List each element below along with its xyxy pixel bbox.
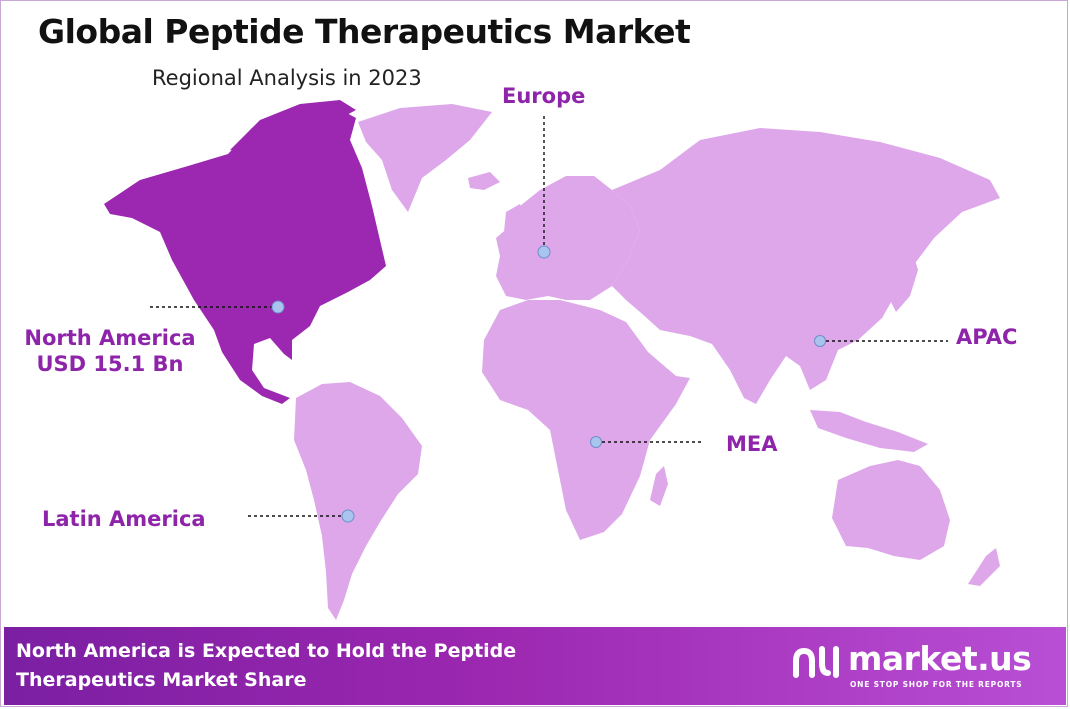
footer-line-1: North America is Expected to Hold the Pe… (16, 640, 517, 662)
new-zealand-shape (968, 548, 1000, 586)
north-america-shape (104, 104, 386, 404)
north-america-label: North America USD 15.1 Bn (16, 325, 204, 378)
page-subtitle: Regional Analysis in 2023 (152, 66, 422, 90)
brand-block: market.us ONE STOP SHOP FOR THE REPORTS (790, 639, 1060, 697)
europe-shape (496, 176, 640, 300)
arctic-islands-shape (230, 100, 356, 150)
na-marker (271, 300, 285, 314)
australia-shape (832, 460, 950, 560)
iceland-shape (468, 172, 500, 190)
asia-shape (612, 128, 1000, 404)
footer-text: North America is Expected to Hold the Pe… (16, 637, 516, 695)
north-america-name: North America (24, 326, 196, 350)
europe-marker (537, 245, 551, 259)
footer-line-2: Therapeutics Market Share (16, 669, 307, 691)
madagascar-shape (650, 466, 668, 506)
footer-banner: North America is Expected to Hold the Pe… (4, 627, 1066, 705)
latin-america-label: Latin America (42, 507, 206, 531)
page-title: Global Peptide Therapeutics Market (38, 12, 691, 51)
brand-tagline: ONE STOP SHOP FOR THE REPORTS (850, 680, 1023, 689)
mea-label: MEA (726, 432, 778, 456)
japan-shape (890, 250, 918, 312)
mea-marker (590, 436, 602, 448)
brand-name: market.us (848, 639, 1032, 678)
la-marker (341, 509, 355, 523)
north-america-value: USD 15.1 Bn (36, 352, 184, 377)
south-america-shape (294, 382, 422, 620)
market-us-logo-icon (793, 646, 839, 678)
europe-label: Europe (502, 84, 586, 108)
apac-marker (814, 335, 826, 347)
apac-label: APAC (956, 325, 1018, 349)
africa-shape (482, 300, 690, 540)
greenland-shape (358, 104, 492, 212)
indonesia-shape (810, 410, 928, 452)
uk-shape (504, 204, 526, 238)
